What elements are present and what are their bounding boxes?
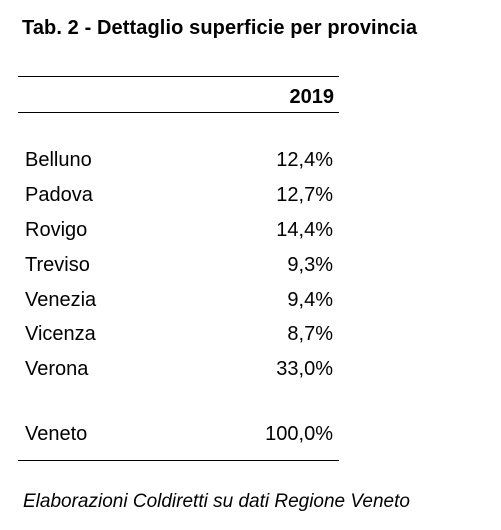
province-share: 9,4% — [287, 289, 333, 311]
province-share: 14,4% — [276, 219, 333, 241]
table-title: Tab. 2 - Dettaglio superficie per provin… — [22, 17, 418, 39]
region-name: Veneto — [25, 423, 88, 445]
table-row: Treviso 9,3% — [25, 254, 333, 280]
table-row: Vicenza 8,7% — [25, 323, 333, 349]
province-share: 12,4% — [276, 149, 333, 171]
province-share: 33,0% — [276, 358, 333, 380]
province-share: 8,7% — [287, 323, 333, 345]
province-name: Treviso — [25, 254, 90, 276]
table-row: Padova 12,7% — [25, 184, 333, 210]
column-header-year: 2019 — [289, 86, 335, 108]
header-bottom-rule — [18, 112, 339, 113]
region-total: 100,0% — [265, 423, 333, 445]
table-top-rule — [18, 76, 339, 77]
province-name: Rovigo — [25, 219, 88, 241]
province-name: Padova — [25, 184, 93, 206]
table-bottom-rule — [18, 460, 339, 461]
table-row: Rovigo 14,4% — [25, 219, 333, 245]
table-row: Belluno 12,4% — [25, 149, 333, 175]
province-share: 12,7% — [276, 184, 333, 206]
province-name: Vicenza — [25, 323, 96, 345]
province-name: Verona — [25, 358, 89, 380]
table-row: Venezia 9,4% — [25, 289, 333, 315]
province-name: Venezia — [25, 289, 97, 311]
source-note: Elaborazioni Coldiretti su dati Regione … — [23, 491, 410, 512]
province-name: Belluno — [25, 149, 92, 171]
province-share: 9,3% — [287, 254, 333, 276]
total-row: Veneto 100,0% — [25, 423, 333, 449]
table-row: Verona 33,0% — [25, 358, 333, 384]
